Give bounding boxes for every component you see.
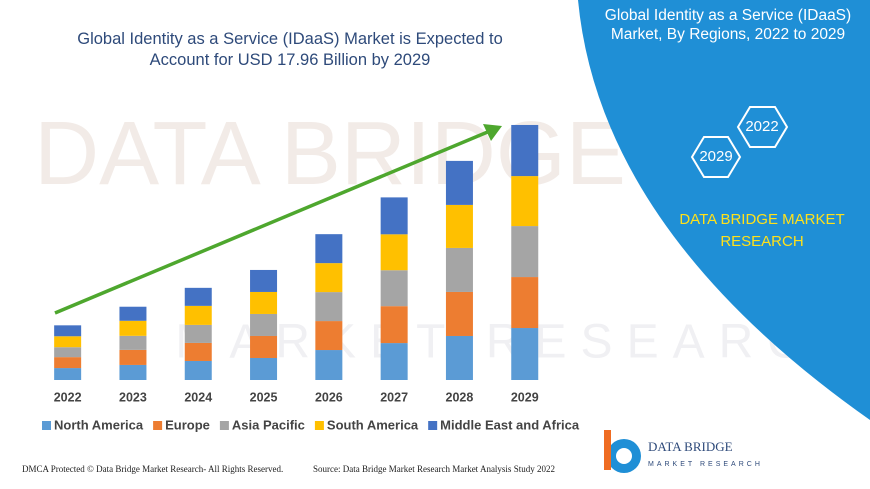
bar-segment — [54, 325, 82, 337]
bar-segment — [250, 313, 278, 336]
bar-segment — [380, 270, 408, 307]
x-tick-label: 2026 — [315, 390, 343, 404]
x-tick-label: 2027 — [380, 390, 408, 404]
hexagon-label: 2029 — [699, 148, 732, 165]
footer-right: Source: Data Bridge Market Research Mark… — [313, 464, 555, 474]
bar-segment — [119, 349, 147, 365]
bar-segment — [511, 124, 539, 177]
legend-label: South America — [327, 417, 419, 432]
legend-swatch — [42, 421, 51, 430]
bar-segment — [184, 305, 212, 325]
bar-segment — [380, 343, 408, 380]
trend-arrow — [54, 129, 491, 315]
footer-left: DMCA Protected © Data Bridge Market Rese… — [22, 464, 283, 474]
bar-segment — [315, 321, 343, 351]
bar-segment — [119, 306, 147, 321]
bar-segment — [54, 368, 82, 380]
bar-segment — [511, 176, 539, 227]
bar-segment — [380, 234, 408, 271]
bar-segment — [315, 234, 343, 264]
hexagon — [690, 136, 742, 178]
bar-segment — [250, 291, 278, 314]
bar-segment — [445, 247, 473, 292]
logo-tagline: MARKET RESEARCH — [648, 461, 763, 468]
logo-name: DATA BRIDGE — [648, 439, 733, 454]
bar-segment — [315, 350, 343, 380]
bar-segment — [250, 335, 278, 358]
bar-segment — [445, 291, 473, 336]
legend-swatch — [428, 421, 438, 430]
legend-label: Middle East and Africa — [440, 417, 580, 432]
bar-segment — [250, 357, 278, 380]
chart-title: Global Identity as a Service (IDaaS) Mar… — [77, 30, 503, 69]
hexagon-label: 2022 — [745, 118, 778, 135]
legend-swatch — [314, 421, 324, 430]
legend-label: North America — [54, 417, 144, 432]
logo: DATA BRIDGE MARKET RESEARCH — [604, 430, 763, 473]
bar-segment — [119, 335, 147, 350]
bar-segment — [54, 336, 82, 348]
bar-segment — [184, 360, 212, 380]
bar-segment — [184, 324, 212, 343]
bar-segment — [445, 204, 473, 248]
x-tick-label: 2022 — [54, 390, 82, 404]
bar-segment — [119, 364, 147, 380]
x-tick-label: 2024 — [184, 390, 212, 404]
x-tick-label: 2028 — [446, 390, 474, 404]
bar-segment — [184, 287, 212, 306]
brand: DATA BRIDGE MARKET RESEARCH — [679, 211, 844, 250]
bar-segment — [250, 269, 278, 292]
bar-segment — [184, 342, 212, 361]
bar-segment — [315, 263, 343, 293]
bar-segment — [315, 292, 343, 322]
arrow-head — [483, 124, 502, 141]
bar-segment — [511, 328, 539, 380]
bar-segment — [445, 160, 473, 205]
legend-label: Asia Pacific — [232, 417, 305, 432]
legend-swatch — [153, 421, 163, 430]
bar-segment — [511, 277, 539, 329]
hexagon — [736, 106, 789, 148]
bar-segment — [380, 197, 408, 235]
panel-title: Global Identity as a Service (IDaaS) Mark… — [605, 7, 851, 43]
bar-segment — [119, 320, 147, 336]
x-tick-label: 2025 — [250, 390, 278, 404]
x-tick-label: 2023 — [119, 390, 147, 404]
bar-segment — [380, 306, 408, 344]
legend-swatch — [219, 421, 229, 430]
bar-segment — [54, 347, 82, 358]
x-tick-label: 2029 — [511, 390, 539, 404]
side-panel — [578, 0, 870, 420]
legend-label: Europe — [165, 417, 210, 432]
bar-segment — [445, 335, 473, 380]
bar-segment — [54, 357, 82, 369]
bar-segment — [511, 226, 539, 278]
